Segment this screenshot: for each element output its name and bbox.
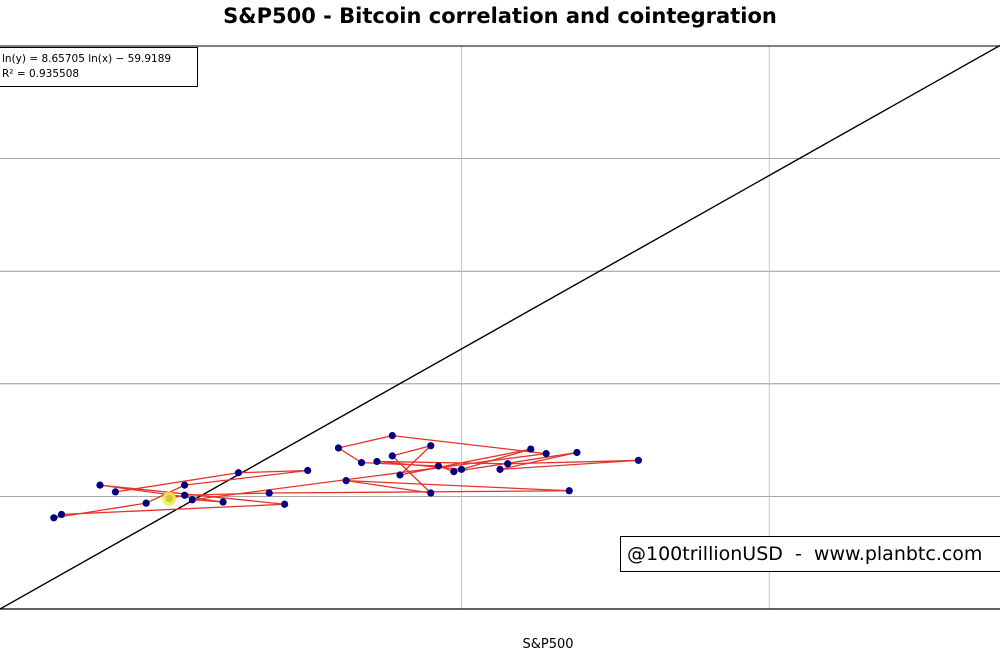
data-point (450, 468, 458, 476)
path-segment (346, 479, 431, 494)
path-segment (269, 490, 570, 494)
path-segment (184, 469, 308, 486)
chart-title: S&P500 - Bitcoin correlation and cointeg… (223, 4, 777, 28)
data-point (565, 487, 573, 495)
regression-formula: ln(y) = 8.65705 ln(x) − 59.9189 (2, 53, 172, 65)
path-segment (184, 492, 270, 496)
data-point (334, 444, 343, 452)
data-point (142, 499, 150, 507)
data-point (496, 465, 504, 473)
regression-formula-box: ln(y) = 8.65705 ln(x) − 59.9189 R² = 0.9… (0, 47, 198, 87)
path-segment (399, 448, 531, 476)
data-point (527, 445, 535, 453)
x-axis-label: S&P500 (522, 637, 574, 652)
data-point (388, 431, 396, 440)
path-segment (53, 502, 147, 519)
data-point (457, 465, 466, 473)
path-segment (499, 459, 639, 471)
data-point (427, 489, 435, 497)
data-point (434, 462, 443, 470)
data-point (219, 498, 227, 506)
watermark: @100trillionUSD - www.planbtc.com (620, 536, 1000, 572)
data-point (57, 510, 66, 519)
path-segment (453, 451, 578, 473)
path-segment (192, 499, 224, 503)
path-segment (499, 451, 578, 471)
path-segment (399, 445, 432, 476)
data-point (427, 442, 435, 450)
path-segment (391, 455, 432, 494)
data-point (396, 471, 404, 479)
data-path (53, 434, 639, 519)
path-segment (346, 479, 570, 492)
path-segment (338, 447, 362, 464)
data-point (542, 450, 550, 458)
data-point (388, 452, 396, 460)
data-point (357, 459, 366, 467)
data-point (111, 488, 119, 496)
data-point (342, 477, 350, 485)
data-point (504, 460, 512, 468)
data-point (281, 500, 289, 508)
regression-line (0, 44, 1000, 610)
path-segment (507, 459, 639, 465)
data-point (634, 456, 643, 464)
path-segment (99, 484, 224, 503)
data-points (50, 431, 643, 522)
path-segment (338, 434, 393, 449)
data-point (373, 457, 381, 466)
path-segment (461, 448, 531, 470)
data-point (265, 489, 273, 497)
path-segment (376, 460, 462, 471)
axes (0, 45, 1000, 610)
data-point (573, 448, 581, 457)
latest-point-marker (162, 491, 177, 506)
data-point (181, 481, 189, 489)
data-point (50, 514, 58, 522)
data-point (188, 496, 196, 504)
data-point (181, 491, 189, 499)
path-segment (61, 503, 285, 516)
r-squared-value: R² = 0.935508 (2, 68, 80, 80)
path-segment (392, 445, 431, 457)
path-segment (238, 469, 308, 474)
data-point (96, 481, 104, 489)
data-point (234, 469, 243, 477)
data-point (304, 466, 312, 475)
